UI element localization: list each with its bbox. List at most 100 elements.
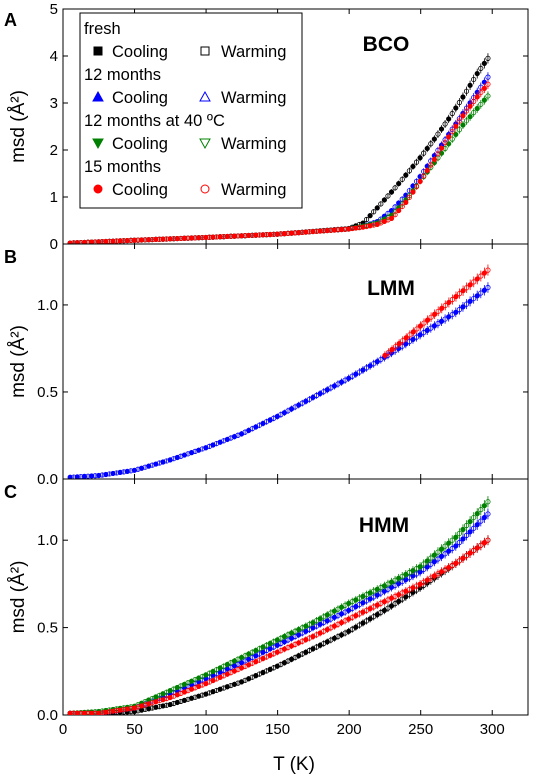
data-point — [467, 103, 473, 109]
series-0 — [67, 282, 491, 479]
data-point — [456, 539, 462, 546]
data-point — [196, 235, 202, 241]
data-point — [485, 74, 491, 80]
legend-cooling-label: Cooling — [112, 181, 168, 199]
data-point — [485, 267, 491, 273]
data-point — [485, 511, 491, 517]
data-point — [424, 317, 431, 323]
legend-marker-cooling — [93, 46, 103, 56]
data-point — [413, 184, 420, 190]
data-point — [463, 522, 470, 529]
series-2 — [67, 496, 491, 715]
data-point — [438, 145, 445, 151]
x-tick-label: 150 — [265, 721, 290, 738]
data-point — [396, 341, 402, 347]
panel-letter: C — [4, 482, 17, 502]
data-point — [456, 307, 462, 313]
data-point — [146, 237, 152, 243]
data-point — [442, 121, 448, 127]
legend-marker-warming — [200, 46, 210, 56]
data-point — [403, 335, 409, 341]
panel-title: BCO — [363, 33, 410, 56]
data-point — [400, 338, 406, 344]
data-point — [431, 136, 437, 142]
data-point — [421, 330, 427, 336]
legend-group-label: 12 months at 40 ºC — [84, 112, 225, 130]
data-point — [471, 76, 477, 83]
data-point — [424, 327, 430, 333]
data-point — [438, 318, 445, 324]
plot-frame — [62, 478, 529, 716]
data-point — [446, 540, 452, 546]
data-point — [446, 134, 452, 140]
data-point — [406, 339, 412, 345]
data-point — [467, 298, 473, 304]
data-point — [417, 332, 423, 338]
data-point — [446, 299, 452, 306]
data-point — [453, 309, 459, 315]
data-point — [442, 543, 448, 549]
y-tick-label: 1.0 — [37, 297, 58, 314]
data-point — [453, 131, 459, 138]
data-point — [428, 141, 434, 147]
data-point — [478, 290, 484, 296]
data-point — [96, 239, 102, 244]
data-point — [381, 607, 387, 614]
data-point — [467, 518, 473, 525]
legend-cooling-label: Cooling — [112, 43, 168, 61]
y-tick-label: 0 — [50, 236, 58, 253]
data-point — [410, 189, 416, 195]
data-point — [231, 233, 238, 239]
data-point — [478, 507, 484, 513]
x-axis-title: T (K) — [273, 754, 315, 775]
data-point — [378, 201, 384, 207]
data-point — [467, 82, 473, 88]
data-point — [388, 215, 395, 221]
data-point — [485, 55, 491, 61]
data-point — [481, 540, 487, 546]
data-point — [449, 311, 455, 318]
data-point — [428, 162, 434, 168]
data-point — [413, 159, 420, 165]
data-point — [460, 555, 466, 561]
data-point — [460, 536, 466, 542]
legend-group-label: 15 months — [84, 158, 161, 176]
data-point — [438, 126, 445, 132]
panel-title: LMM — [367, 277, 415, 300]
data-point — [460, 94, 466, 100]
data-point — [421, 150, 427, 156]
data-point — [478, 89, 484, 96]
legend-cooling-label: Cooling — [112, 89, 168, 107]
data-point — [371, 209, 377, 215]
data-point — [410, 329, 416, 335]
legend-warming-label: Warming — [221, 43, 286, 61]
data-point — [389, 346, 395, 353]
x-tick-label: 250 — [408, 721, 433, 738]
data-point — [417, 178, 423, 185]
data-point — [399, 176, 405, 182]
data-point — [396, 180, 402, 187]
data-point — [396, 207, 402, 214]
legend-box — [79, 12, 303, 209]
data-point — [449, 110, 455, 117]
data-point — [460, 122, 466, 128]
legend-warming-label: Warming — [221, 181, 286, 199]
data-point — [485, 284, 491, 291]
data-point — [217, 234, 223, 240]
data-point — [296, 230, 302, 236]
data-point — [181, 235, 188, 241]
y-tick-label: 4 — [50, 48, 58, 65]
data-point — [478, 273, 484, 279]
data-point — [464, 285, 470, 291]
data-point — [442, 139, 448, 146]
data-point — [442, 551, 448, 557]
data-point — [467, 550, 473, 556]
data-point — [421, 561, 427, 567]
data-point — [485, 537, 491, 543]
data-point — [210, 234, 216, 240]
data-point — [117, 238, 123, 244]
legend-group-label: 12 months — [84, 66, 161, 84]
data-point — [324, 227, 330, 234]
data-point — [432, 311, 438, 317]
